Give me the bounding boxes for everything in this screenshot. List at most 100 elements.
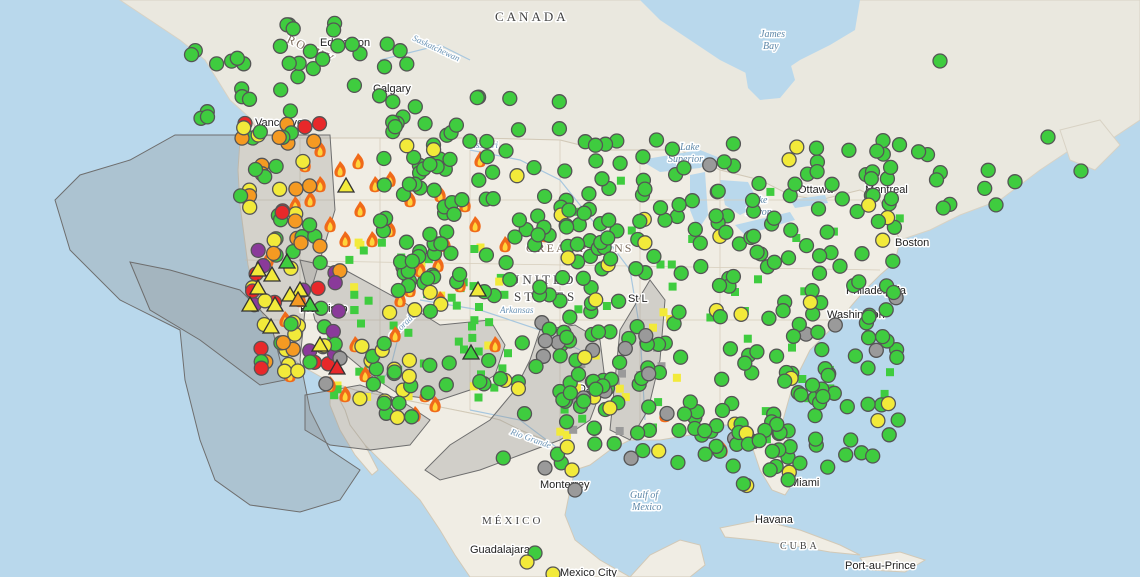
monitor-circle-good[interactable] (725, 268, 742, 285)
monitor-circle-good[interactable] (832, 258, 848, 274)
sensor-square[interactable] (615, 427, 624, 435)
fire-icon[interactable] (429, 396, 441, 413)
monitor-circle-good[interactable] (716, 154, 732, 170)
monitor-triangle[interactable] (336, 176, 356, 193)
sensor-square[interactable] (731, 288, 739, 296)
monitor-circle-no-data[interactable] (702, 157, 718, 173)
sensor-square[interactable] (376, 375, 385, 384)
monitor-circle-good[interactable] (558, 219, 575, 235)
sensor-square[interactable] (424, 255, 433, 264)
sensor-square[interactable] (330, 391, 339, 400)
monitor-circle-good[interactable] (528, 358, 544, 375)
monitor-circle-good[interactable] (562, 309, 578, 325)
sensor-square[interactable] (788, 343, 796, 352)
monitor-circle-moderate[interactable] (295, 153, 311, 170)
monitor-circle-good[interactable] (392, 43, 408, 59)
fire-icon[interactable] (334, 161, 346, 178)
monitor-circle-good[interactable] (860, 396, 876, 412)
monitor-circle-good[interactable] (268, 158, 284, 175)
monitor-circle-good[interactable] (232, 188, 249, 204)
sensor-square[interactable] (355, 367, 364, 376)
monitor-circle-good[interactable] (302, 354, 318, 370)
sensor-square[interactable] (359, 246, 368, 255)
monitor-triangle[interactable] (261, 317, 281, 334)
monitor-circle-good[interactable] (843, 432, 859, 448)
monitor-circle-good[interactable] (766, 210, 782, 226)
monitor-circle-good[interactable] (399, 56, 415, 72)
sensor-square[interactable] (656, 260, 665, 269)
monitor-circle-good[interactable] (479, 133, 495, 150)
monitor-circle-good[interactable] (824, 176, 840, 192)
monitor-circle-good[interactable] (712, 309, 728, 325)
monitor-circle-good[interactable] (199, 109, 216, 125)
monitor-circle-good[interactable] (594, 171, 610, 187)
sensor-square[interactable] (452, 301, 461, 310)
monitor-circle-good[interactable] (551, 94, 567, 110)
monitor-circle-good[interactable] (422, 357, 438, 373)
monitor-circle-moderate[interactable] (860, 197, 877, 213)
monitor-circle-good[interactable] (586, 420, 602, 436)
monitor-circle-good[interactable] (610, 293, 627, 309)
monitor-triangle[interactable] (262, 265, 282, 282)
sensor-square[interactable] (404, 392, 413, 401)
monitor-circle-moderate[interactable] (733, 306, 749, 322)
monitor-circle-moderate[interactable] (276, 363, 293, 379)
monitor-circle-moderate[interactable] (242, 199, 258, 215)
monitor-circle-good[interactable] (988, 197, 1004, 213)
monitor-triangle[interactable] (288, 290, 308, 307)
monitor-circle-good[interactable] (834, 191, 850, 207)
sensor-square[interactable] (562, 431, 571, 440)
monitor-circle-good[interactable] (588, 381, 604, 397)
monitor-circle-no-data[interactable] (318, 376, 334, 392)
fire-icon[interactable] (359, 366, 371, 383)
monitor-circle-good[interactable] (751, 432, 767, 449)
monitor-circle-good[interactable] (775, 303, 791, 319)
monitor-circle-good[interactable] (420, 385, 436, 401)
monitor-circle-good[interactable] (787, 176, 803, 192)
monitor-circle-good[interactable] (854, 246, 870, 262)
sensor-square[interactable] (688, 235, 697, 243)
sensor-square[interactable] (460, 345, 468, 354)
monitor-circle-no-data[interactable] (641, 366, 657, 382)
monitor-circle-good[interactable] (769, 416, 785, 432)
monitor-circle-good[interactable] (780, 472, 796, 488)
monitor-circle-good[interactable] (315, 51, 331, 67)
monitor-circle-good[interactable] (785, 328, 802, 344)
sensor-square[interactable] (504, 349, 512, 358)
monitor-circle-moderate[interactable] (564, 462, 580, 478)
monitor-circle-good[interactable] (590, 324, 607, 340)
monitor-circle-moderate[interactable] (510, 380, 527, 397)
monitor-circle-unhealthy[interactable] (253, 340, 269, 357)
sensor-square[interactable] (743, 334, 752, 343)
sensor-square[interactable] (404, 328, 413, 337)
monitor-circle-moderate[interactable] (560, 250, 576, 266)
monitor-circle-good[interactable] (587, 436, 603, 452)
monitor-circle-good[interactable] (390, 282, 406, 299)
monitor-circle-moderate[interactable] (870, 412, 886, 429)
monitor-circle-good[interactable] (671, 304, 687, 320)
monitor-circle-good[interactable] (301, 217, 318, 233)
monitor-circle-good[interactable] (372, 213, 389, 229)
monitor-circle-good[interactable] (885, 284, 902, 301)
monitor-circle-good[interactable] (783, 222, 799, 238)
monitor-circle-good[interactable] (635, 149, 651, 165)
monitor-circle-good[interactable] (810, 201, 827, 217)
monitor-circle-good[interactable] (376, 335, 392, 352)
monitor-circle-good[interactable] (672, 349, 689, 365)
sensor-square[interactable] (468, 333, 477, 342)
monitor-circle-no-data[interactable] (617, 340, 633, 357)
monitor-circle-good[interactable] (376, 395, 392, 411)
monitor-circle-good[interactable] (693, 258, 709, 275)
monitor-circle-good[interactable] (498, 254, 514, 271)
monitor-circle-good[interactable] (484, 164, 501, 180)
monitor-circle-good[interactable] (641, 399, 657, 415)
sensor-square[interactable] (615, 384, 624, 393)
fire-icon[interactable] (304, 191, 316, 208)
fire-icon[interactable] (366, 231, 378, 248)
sensor-square[interactable] (485, 318, 494, 327)
monitor-circle-good[interactable] (387, 119, 403, 135)
monitor-circle-good[interactable] (792, 455, 808, 471)
sensor-square[interactable] (357, 319, 365, 328)
monitor-circle-good[interactable] (371, 88, 388, 104)
sensor-square[interactable] (880, 389, 889, 398)
